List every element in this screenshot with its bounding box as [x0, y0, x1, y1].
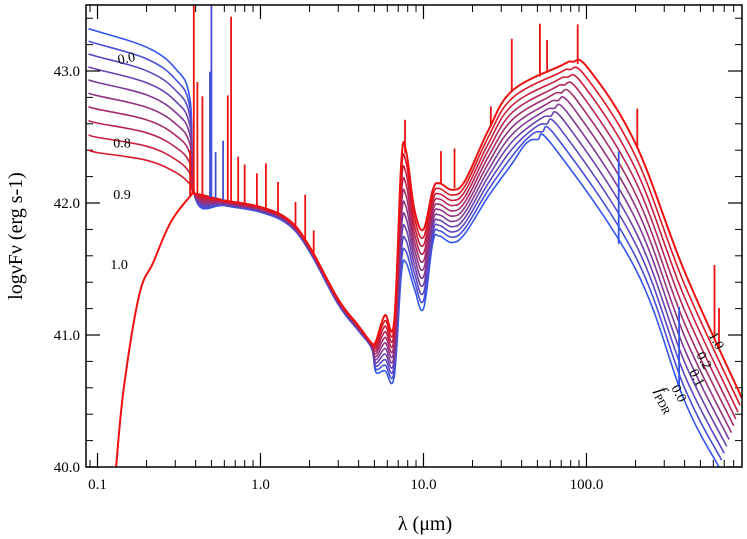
x-tick-label: 0.1 — [88, 477, 107, 493]
uv-curve-label: 0.0 — [116, 50, 136, 68]
x-tick-label: 100.0 — [570, 477, 604, 493]
ir-curve-label: 0.2 — [692, 350, 713, 372]
y-tick-label: 40.0 — [54, 460, 80, 476]
emission-lines — [189, 5, 720, 387]
sed-curve-fpdr-1.0 — [115, 58, 743, 468]
uv-curve-label: 1.0 — [110, 258, 128, 273]
x-tick-label: 10.0 — [410, 477, 436, 493]
ir-curve-label: 0.1 — [685, 367, 706, 389]
y-tick-label: 42.0 — [54, 196, 80, 212]
sed-curve-fpdr-0.9 — [88, 66, 741, 406]
x-tick-label: 1.0 — [251, 477, 270, 493]
y-tick-label: 41.0 — [54, 328, 80, 344]
ir-curve-label: 1.0 — [705, 330, 726, 352]
fpdr-label-sub: PDR — [651, 392, 672, 417]
x-axis-title: λ (μm) — [398, 513, 452, 535]
uv-curve-label: 0.8 — [113, 137, 131, 152]
sed-curves — [88, 28, 743, 468]
plot-frame — [85, 4, 743, 468]
axis-ticks: 0.1 1.0 10.0 100.0 40.0 41.0 42.0 43.0 — [54, 5, 742, 493]
y-axis-title: logνFν (erg s-1) — [5, 172, 27, 300]
y-tick-label: 43.0 — [54, 64, 80, 80]
ir-curve-label: 0.0 — [667, 383, 688, 405]
sed-curve-fpdr-0.1 — [88, 40, 723, 461]
uv-curve-label: 0.9 — [113, 188, 131, 203]
